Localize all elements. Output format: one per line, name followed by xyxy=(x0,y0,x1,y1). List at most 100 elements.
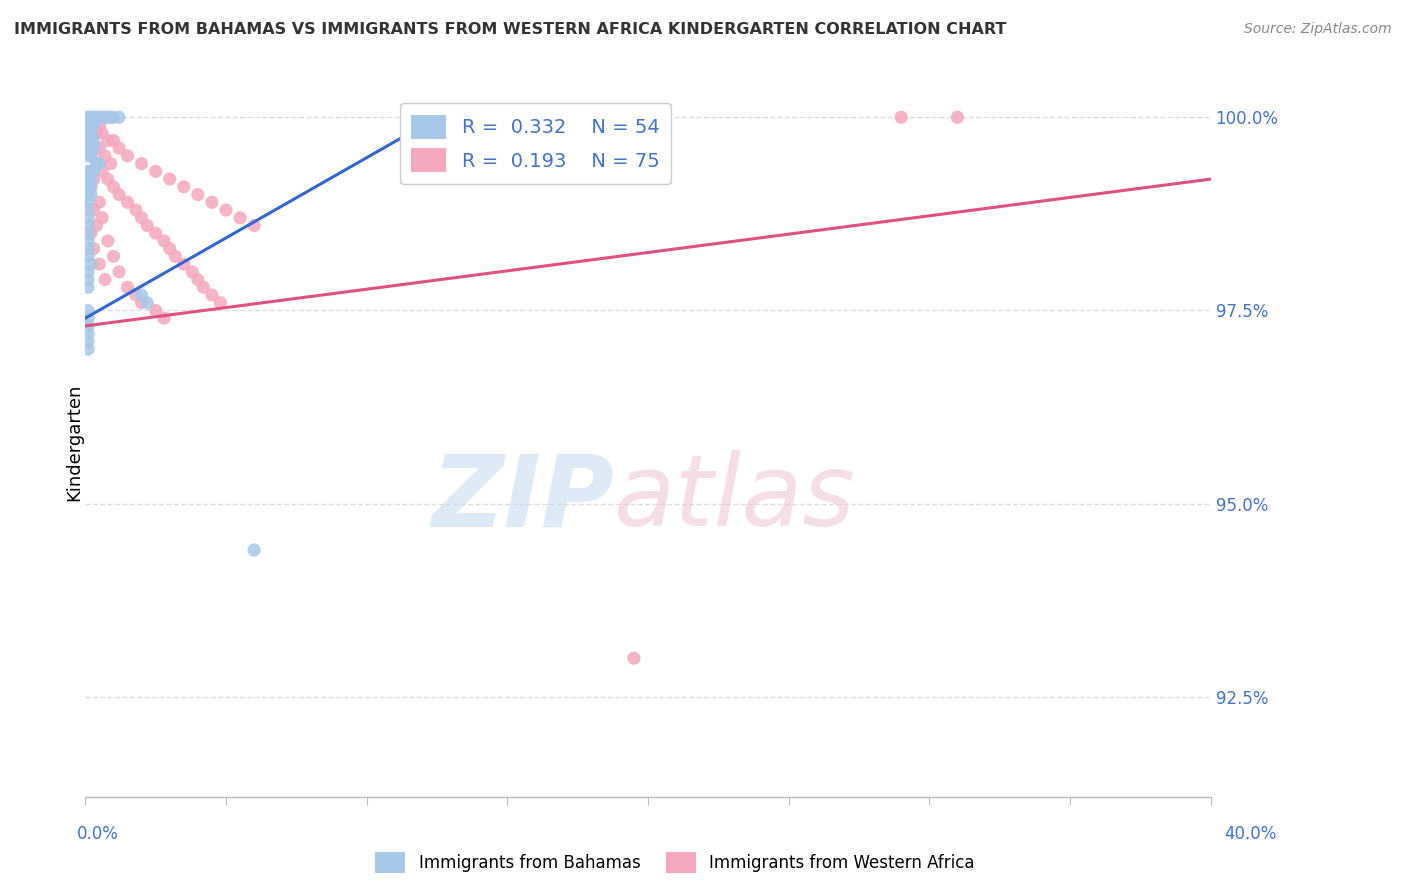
Point xyxy=(86,126,108,140)
Point xyxy=(77,133,100,147)
Point xyxy=(159,242,181,256)
Point xyxy=(77,126,100,140)
Point xyxy=(103,179,125,194)
Point xyxy=(97,110,120,124)
Point xyxy=(77,311,100,326)
Point xyxy=(77,234,100,248)
Text: ZIP: ZIP xyxy=(432,450,614,547)
Point xyxy=(77,303,100,318)
Point xyxy=(83,133,105,147)
Point xyxy=(103,249,125,263)
Point xyxy=(243,543,266,558)
Point xyxy=(77,326,100,341)
Point xyxy=(77,226,100,240)
Point xyxy=(201,195,224,210)
Point xyxy=(103,133,125,147)
Point xyxy=(80,141,103,155)
Point xyxy=(623,651,645,665)
Text: IMMIGRANTS FROM BAHAMAS VS IMMIGRANTS FROM WESTERN AFRICA KINDERGARTEN CORRELATI: IMMIGRANTS FROM BAHAMAS VS IMMIGRANTS FR… xyxy=(14,22,1007,37)
Point xyxy=(91,126,114,140)
Point xyxy=(173,257,195,271)
Text: 0.0%: 0.0% xyxy=(77,825,120,843)
Point xyxy=(243,219,266,233)
Point xyxy=(89,118,111,132)
Point xyxy=(80,149,103,163)
Point xyxy=(89,257,111,271)
Point xyxy=(159,172,181,186)
Point xyxy=(77,334,100,349)
Text: atlas: atlas xyxy=(614,450,856,547)
Point xyxy=(86,110,108,124)
Point xyxy=(201,288,224,302)
Point xyxy=(131,295,153,310)
Point xyxy=(80,110,103,124)
Point xyxy=(108,265,131,279)
Point xyxy=(117,280,139,294)
Point xyxy=(83,110,105,124)
Point xyxy=(187,187,209,202)
Point xyxy=(83,202,105,217)
Point xyxy=(125,288,148,302)
Point xyxy=(77,164,100,178)
Point xyxy=(131,156,153,170)
Point xyxy=(193,280,215,294)
Point xyxy=(229,211,252,225)
Point xyxy=(77,172,100,186)
Point xyxy=(77,318,100,333)
Point xyxy=(125,202,148,217)
Point xyxy=(108,187,131,202)
Point xyxy=(77,110,100,124)
Point xyxy=(103,110,125,124)
Point xyxy=(181,265,204,279)
Point xyxy=(77,164,100,178)
Point xyxy=(77,202,100,217)
Point xyxy=(91,110,114,124)
Text: Source: ZipAtlas.com: Source: ZipAtlas.com xyxy=(1244,22,1392,37)
Legend: Immigrants from Bahamas, Immigrants from Western Africa: Immigrants from Bahamas, Immigrants from… xyxy=(368,846,981,880)
Point xyxy=(209,295,232,310)
Point xyxy=(77,187,100,202)
Point xyxy=(136,295,159,310)
Point xyxy=(94,272,117,286)
Point xyxy=(97,133,120,147)
Point xyxy=(108,141,131,155)
Point xyxy=(77,219,100,233)
Point xyxy=(94,110,117,124)
Text: 40.0%: 40.0% xyxy=(1225,825,1277,843)
Point xyxy=(83,242,105,256)
Legend: R =  0.332    N = 54, R =  0.193    N = 75: R = 0.332 N = 54, R = 0.193 N = 75 xyxy=(399,103,671,184)
Point xyxy=(77,342,100,356)
Point xyxy=(80,110,103,124)
Point xyxy=(131,288,153,302)
Point xyxy=(77,249,100,263)
Y-axis label: Kindergarten: Kindergarten xyxy=(65,384,83,500)
Point xyxy=(97,234,120,248)
Point xyxy=(145,303,167,318)
Point xyxy=(77,187,100,202)
Point xyxy=(77,265,100,279)
Point xyxy=(77,126,100,140)
Point xyxy=(89,110,111,124)
Point xyxy=(77,272,100,286)
Point xyxy=(86,156,108,170)
Point xyxy=(187,272,209,286)
Point xyxy=(100,156,122,170)
Point xyxy=(86,110,108,124)
Point xyxy=(80,149,103,163)
Point xyxy=(77,118,100,132)
Point xyxy=(77,149,100,163)
Point xyxy=(108,110,131,124)
Point xyxy=(80,172,103,186)
Point xyxy=(946,110,969,124)
Point xyxy=(80,257,103,271)
Point xyxy=(83,118,105,132)
Point xyxy=(215,202,238,217)
Point xyxy=(173,179,195,194)
Point xyxy=(100,110,122,124)
Point xyxy=(83,164,105,178)
Point xyxy=(97,172,120,186)
Point xyxy=(89,195,111,210)
Point xyxy=(80,226,103,240)
Point xyxy=(80,164,103,178)
Point xyxy=(89,156,111,170)
